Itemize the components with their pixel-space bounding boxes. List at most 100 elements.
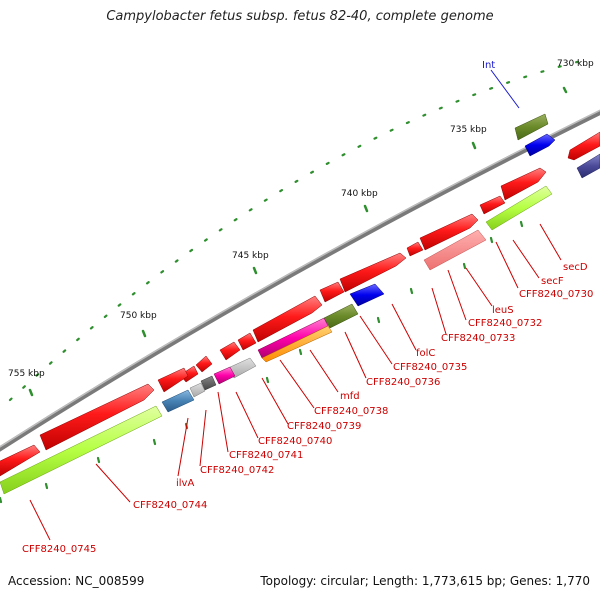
cds-arrow[interactable] — [157, 367, 189, 393]
gene-label-0739: CFF8240_0739 — [287, 421, 361, 432]
major-tick — [28, 388, 34, 397]
cds-arrow[interactable] — [219, 341, 241, 361]
int-label-leader — [490, 69, 520, 109]
cds-arrow[interactable] — [39, 383, 155, 451]
gene-label-folC: folC — [416, 348, 435, 359]
cds-orange[interactable] — [261, 325, 333, 363]
genome-backbone-highlight — [0, 109, 600, 448]
leader-0736 — [344, 331, 367, 379]
gene-red-edge[interactable] — [567, 131, 600, 161]
leader-0741 — [217, 391, 229, 453]
leader-0740 — [235, 391, 259, 439]
gene-label-0738: CFF8240_0738 — [314, 406, 388, 417]
cds-arrow[interactable] — [339, 252, 407, 293]
scale-label-740: 740 kbp — [341, 189, 378, 199]
major-tick — [471, 141, 477, 150]
leader-ilvA — [177, 417, 189, 477]
label-leaders — [29, 223, 562, 541]
leader-0735 — [359, 315, 393, 365]
leader-0733 — [431, 287, 447, 335]
inner-tick — [519, 220, 524, 228]
cds-lime[interactable] — [485, 185, 553, 231]
major-tick — [562, 86, 568, 94]
leader-0744 — [95, 463, 131, 503]
cds-grey-small[interactable] — [189, 382, 206, 398]
leader-secF — [512, 239, 540, 279]
gene-navy-edge[interactable] — [576, 153, 600, 179]
cds-plus-strand — [0, 167, 547, 477]
cds-lime-long[interactable] — [0, 405, 163, 495]
inner-ticks — [0, 220, 524, 504]
genome-backbone — [0, 109, 600, 452]
accession-text: Accession: NC_008599 — [8, 574, 145, 588]
major-tick — [141, 329, 147, 338]
cds-pink[interactable] — [423, 229, 487, 271]
cds-magenta-small[interactable] — [213, 366, 236, 385]
scale-label-735: 735 kbp — [450, 125, 487, 135]
cds-arrow[interactable] — [252, 295, 323, 343]
cds-arrow[interactable] — [237, 332, 257, 351]
cds-arrow[interactable] — [195, 355, 213, 373]
gene-label-0730: CFF8240_0730 — [519, 289, 593, 300]
scale-major-ticks — [28, 86, 568, 397]
leader-0745 — [29, 499, 51, 541]
cds-arrow[interactable] — [479, 195, 506, 215]
gene-label-leuS: leuS — [492, 305, 514, 316]
gene-label-secF: secF — [541, 276, 564, 287]
inner-tick — [298, 348, 303, 356]
gene-label-0732: CFF8240_0732 — [468, 318, 542, 329]
gene-label-0742: CFF8240_0742 — [200, 465, 274, 476]
gene-label-0735: CFF8240_0735 — [393, 362, 467, 373]
cds-olive[interactable] — [323, 303, 359, 329]
leader-0742 — [199, 409, 207, 467]
inner-tick — [409, 287, 414, 295]
cds-dark[interactable] — [200, 375, 217, 391]
major-tick — [252, 266, 258, 275]
scale-label-750: 750 kbp — [120, 311, 157, 321]
inner-tick — [152, 438, 157, 446]
cds-steelblue[interactable] — [161, 389, 195, 413]
leader-0739 — [261, 377, 289, 425]
inner-tick — [96, 456, 101, 464]
inner-tick — [376, 316, 381, 324]
leader-folC — [391, 303, 417, 351]
major-tick — [363, 204, 369, 213]
leader-secD — [539, 223, 562, 261]
leader-0738 — [279, 359, 315, 409]
map-title: Campylobacter fetus subsp. fetus 82-40, … — [106, 9, 494, 24]
scale-label-730: 730 kbp — [557, 59, 594, 69]
feature-minus-strand — [0, 185, 553, 495]
gene-label-0736: CFF8240_0736 — [366, 377, 440, 388]
cds-arrow[interactable] — [500, 167, 547, 201]
leader-mfd — [309, 349, 339, 393]
inner-tick — [0, 496, 3, 504]
cds-blue[interactable] — [349, 283, 385, 307]
gene-label-mfd: mfd — [340, 391, 360, 402]
cds-arrow[interactable] — [319, 281, 345, 303]
inner-tick — [489, 236, 494, 244]
cds-arrow[interactable] — [406, 241, 424, 257]
gene-label-0741: CFF8240_0741 — [229, 450, 303, 461]
inner-tick — [265, 376, 270, 384]
cds-arrow[interactable] — [0, 444, 41, 477]
gene-label-int: Int — [482, 60, 495, 71]
gene-int-olive[interactable] — [514, 113, 549, 141]
gene-int-blue[interactable] — [524, 133, 556, 157]
gene-label-ilvA: ilvA — [176, 478, 194, 489]
scale-dotted-arc — [8, 58, 587, 402]
gene-label-0740: CFF8240_0740 — [258, 436, 332, 447]
gene-label-secD: secD — [563, 262, 588, 273]
gene-label-0744: CFF8240_0744 — [133, 500, 207, 511]
gene-label-0745: CFF8240_0745 — [22, 544, 96, 555]
inner-tick — [462, 262, 467, 270]
cds-arrow[interactable] — [419, 213, 479, 251]
gene-label-0733: CFF8240_0733 — [441, 333, 515, 344]
inner-tick — [44, 482, 49, 490]
leader-0732 — [447, 269, 467, 321]
leader-leuS — [465, 267, 493, 307]
gene-int-block[interactable] — [514, 113, 556, 157]
topology-summary: Topology: circular; Length: 1,773,615 bp… — [260, 574, 590, 588]
leader-0730 — [495, 241, 519, 289]
